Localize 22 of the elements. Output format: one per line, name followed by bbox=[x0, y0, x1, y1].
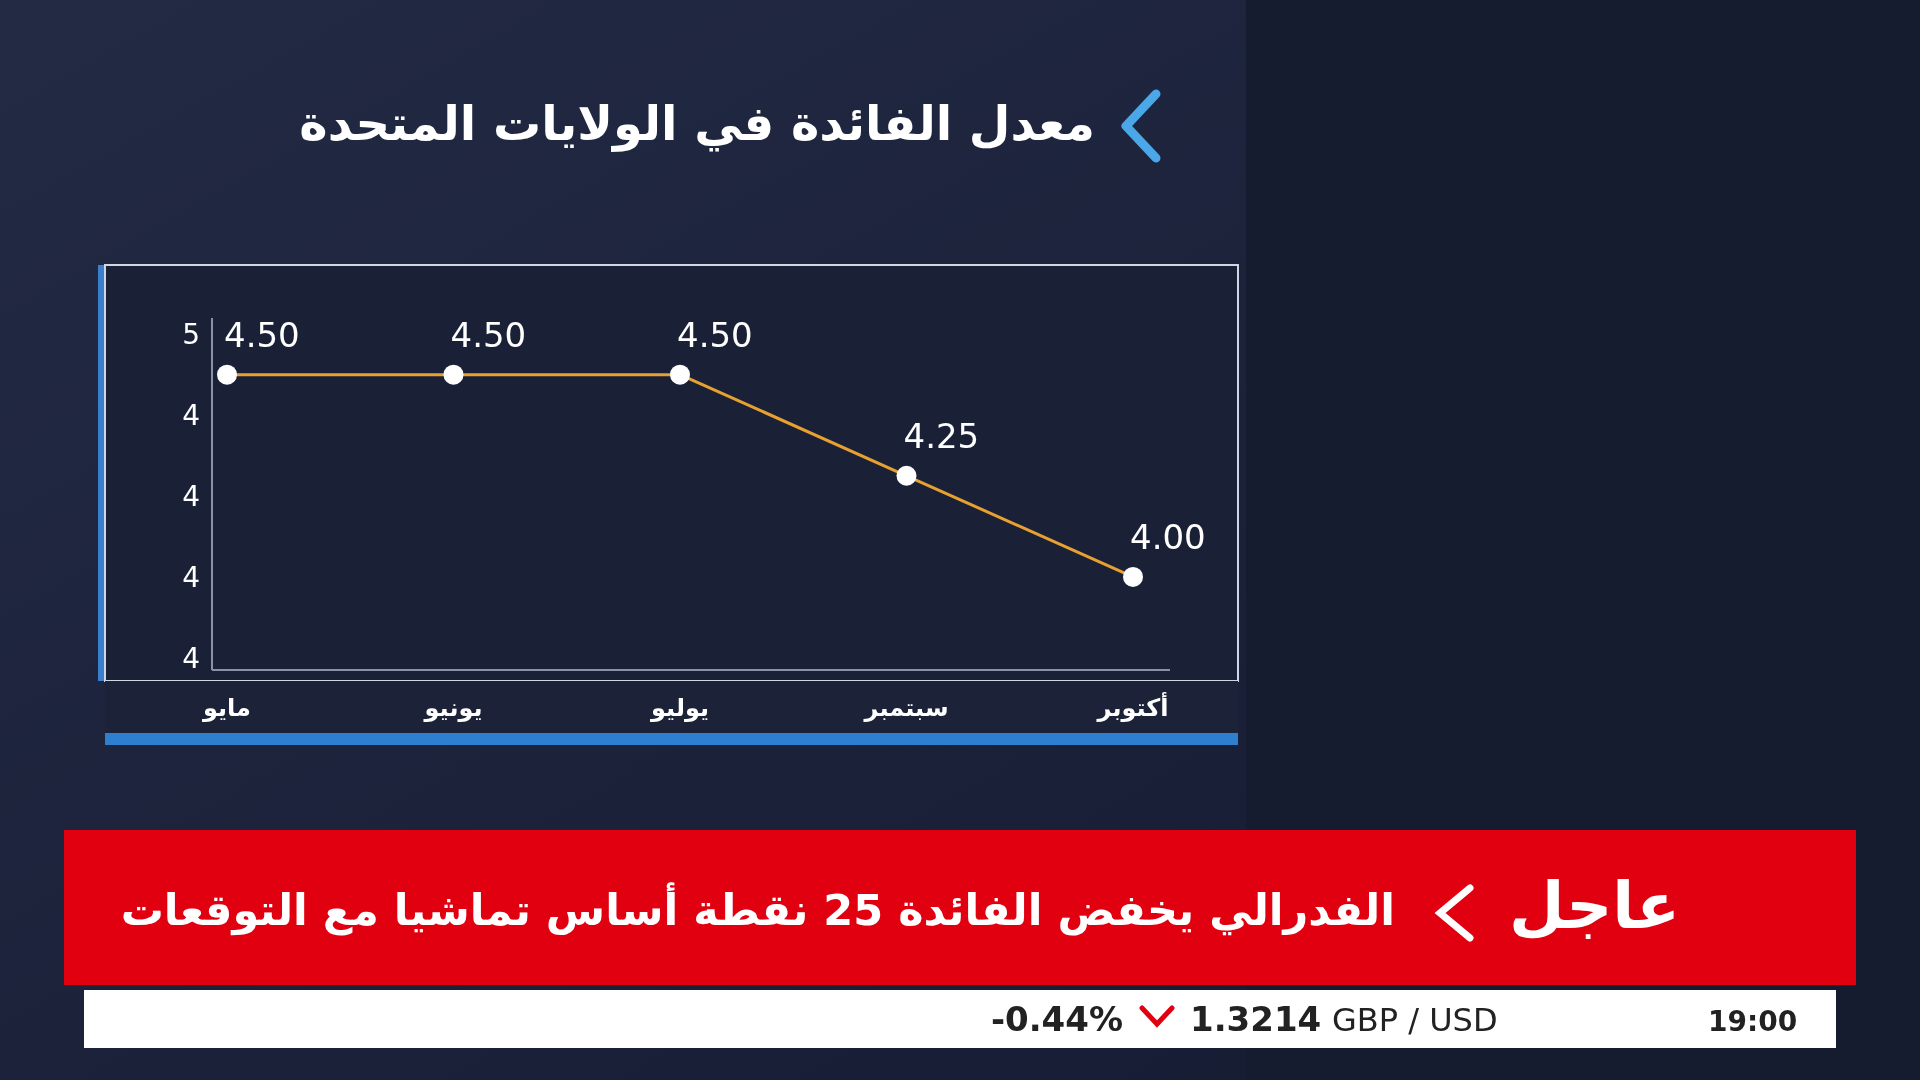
data-label: 4.50 bbox=[450, 314, 527, 355]
x-tick-label: يونيو bbox=[423, 694, 483, 722]
data-label: 4.25 bbox=[903, 415, 980, 456]
text: 1.3214 bbox=[1190, 999, 1322, 1039]
y-tick-label: 4 bbox=[182, 398, 200, 432]
y-tick-label: 4 bbox=[182, 560, 200, 594]
data-label: 4.00 bbox=[1130, 516, 1206, 557]
x-tick-label: مايو bbox=[202, 694, 251, 722]
data-label: 4.50 bbox=[224, 314, 300, 355]
chart-title: معدل الفائدة في الولايات المتحدة bbox=[299, 95, 1095, 152]
text: -0.44% bbox=[990, 999, 1123, 1039]
text: عاجل bbox=[1509, 869, 1680, 943]
data-label: 4.50 bbox=[677, 314, 753, 355]
y-tick-label: 4 bbox=[182, 479, 200, 513]
x-tick-label: أكتوبر bbox=[1096, 692, 1169, 722]
y-tick-label: 5 bbox=[182, 317, 200, 351]
y-tick-label: 4 bbox=[182, 641, 200, 675]
x-tick-label: سبتمبر bbox=[863, 694, 949, 722]
x-tick-label: يوليو bbox=[650, 694, 709, 722]
text: GBP / USD bbox=[1332, 1001, 1498, 1039]
text: الفدرالي يخفض الفائدة 25 نقطة أساس تماشيا مع التوقعات bbox=[120, 882, 1395, 936]
text: 19:00 bbox=[1708, 1005, 1798, 1038]
